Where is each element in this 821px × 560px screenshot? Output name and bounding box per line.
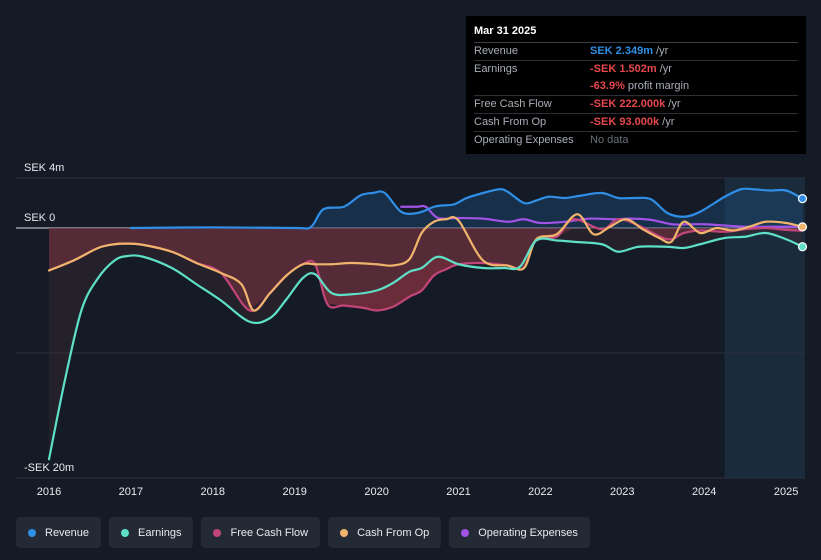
x-tick-label: 2020 <box>364 486 388 498</box>
x-tick-label: 2021 <box>446 486 470 498</box>
chart-legend: Revenue Earnings Free Cash Flow Cash Fro… <box>16 517 590 548</box>
x-tick-label: 2025 <box>774 486 798 498</box>
free-cash-flow-dot-icon <box>213 528 222 537</box>
legend-item-earnings[interactable]: Earnings <box>109 517 194 548</box>
cash-from-op-line <box>47 213 804 312</box>
tooltip-value: -SEK 1.502m <box>590 63 657 75</box>
tooltip-value: -SEK 93.000k <box>590 116 660 128</box>
earnings-line-endpoint <box>797 242 808 252</box>
tooltip-value: -63.9% <box>590 80 625 92</box>
y-tick-label: SEK 0 <box>24 212 55 224</box>
data-tooltip: Mar 31 2025 Revenue SEK 2.349m /yr Earni… <box>466 16 806 154</box>
revenue-line-endpoint <box>797 194 808 204</box>
tooltip-row-revenue: Revenue SEK 2.349m /yr <box>474 43 798 61</box>
cash-from-op-dot-icon <box>340 528 349 537</box>
tooltip-suffix: profit margin <box>627 80 690 92</box>
earnings-line <box>47 231 804 461</box>
earnings-dot-icon <box>121 528 130 537</box>
operating-expenses-dot-icon <box>461 528 470 537</box>
x-tick-label: 2017 <box>119 486 143 498</box>
revenue-dot-icon <box>28 528 36 537</box>
legend-label: Earnings <box>138 526 182 539</box>
x-tick-label: 2016 <box>37 486 61 498</box>
tooltip-label: Revenue <box>474 45 519 57</box>
legend-item-free-cash-flow[interactable]: Free Cash Flow <box>201 517 321 548</box>
legend-item-revenue[interactable]: Revenue <box>16 517 102 548</box>
tooltip-suffix: /yr <box>656 45 669 57</box>
legend-label: Free Cash Flow <box>230 526 309 539</box>
legend-label: Operating Expenses <box>478 526 578 539</box>
tooltip-value: -SEK 222.000k <box>590 98 666 110</box>
series-area <box>49 228 803 311</box>
tooltip-row-margin: -63.9% profit margin <box>474 78 798 96</box>
tooltip-row-earnings: Earnings -SEK 1.502m /yr <box>474 61 798 78</box>
tooltip-row-opex: Operating Expenses No data <box>474 132 798 149</box>
tooltip-label: Free Cash Flow <box>474 98 552 110</box>
tooltip-suffix: /yr <box>662 116 675 128</box>
revenue-line <box>129 187 804 230</box>
y-tick-label: -SEK 20m <box>24 462 74 474</box>
tooltip-row-fcf: Free Cash Flow -SEK 222.000k /yr <box>474 96 798 114</box>
tooltip-value: No data <box>590 134 629 146</box>
x-tick-label: 2018 <box>201 486 225 498</box>
legend-item-cash-from-op[interactable]: Cash From Op <box>328 517 442 548</box>
legend-item-operating-expenses[interactable]: Operating Expenses <box>449 517 590 548</box>
tooltip-suffix: /yr <box>659 63 672 75</box>
series-area <box>49 228 803 460</box>
x-tick-label: 2024 <box>692 486 716 498</box>
cash-from-op-line-endpoint <box>797 222 808 232</box>
x-tick-label: 2019 <box>282 486 306 498</box>
legend-label: Cash From Op <box>357 526 430 539</box>
tooltip-value: SEK 2.349m <box>590 45 653 57</box>
tooltip-row-cfo: Cash From Op -SEK 93.000k /yr <box>474 114 798 132</box>
tooltip-suffix: /yr <box>668 98 681 110</box>
x-tick-label: 2022 <box>528 486 552 498</box>
tooltip-label: Operating Expenses <box>474 134 574 146</box>
y-tick-label: SEK 4m <box>24 162 64 174</box>
x-tick-label: 2023 <box>610 486 634 498</box>
tooltip-label: Cash From Op <box>474 116 547 128</box>
tooltip-date: Mar 31 2025 <box>474 24 798 43</box>
tooltip-label: Earnings <box>474 63 518 75</box>
legend-label: Revenue <box>45 526 90 539</box>
